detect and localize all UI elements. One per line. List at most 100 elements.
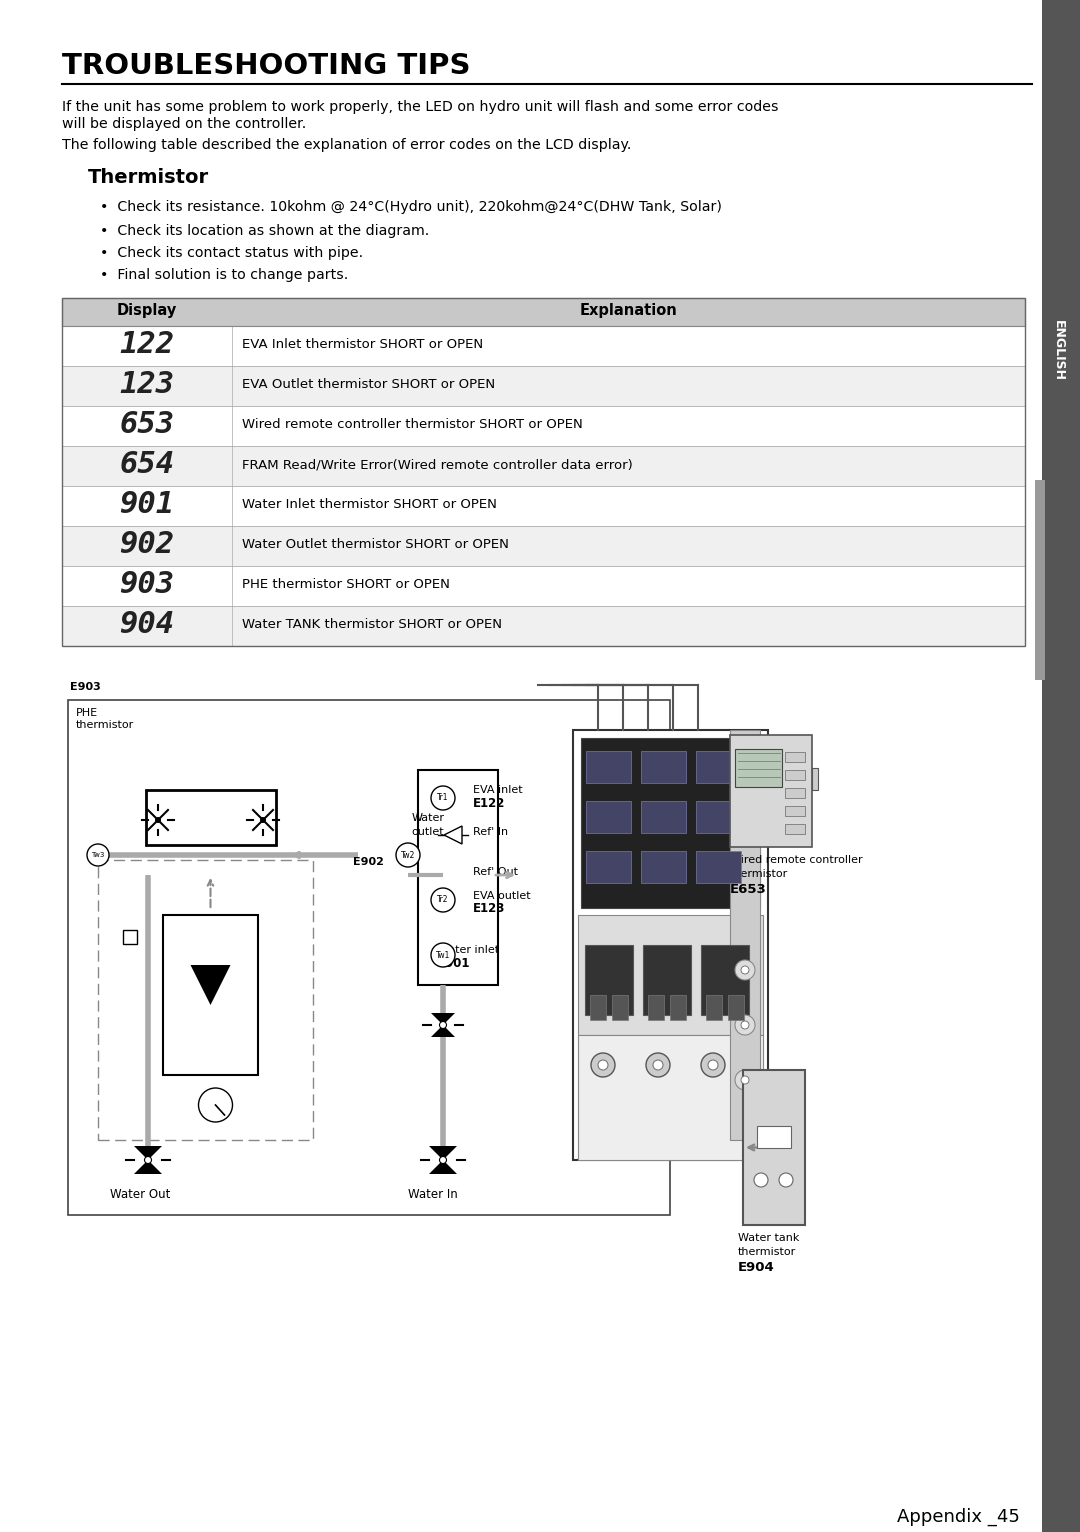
Bar: [696, 801, 741, 833]
Bar: [785, 824, 805, 833]
Circle shape: [741, 967, 750, 974]
Text: Water: Water: [411, 813, 445, 823]
Text: will be displayed on the controller.: will be displayed on the controller.: [62, 116, 307, 132]
Text: Water inlet: Water inlet: [438, 945, 499, 954]
Text: Appendix _45: Appendix _45: [897, 1507, 1020, 1526]
Text: Tw1: Tw1: [436, 950, 450, 959]
Text: thermistor: thermistor: [76, 720, 134, 731]
Polygon shape: [190, 965, 230, 1005]
Bar: [642, 850, 686, 882]
Text: 123: 123: [120, 371, 175, 398]
Bar: [706, 994, 723, 1020]
Circle shape: [199, 1088, 232, 1121]
Bar: [62, 486, 1025, 525]
Circle shape: [598, 1060, 608, 1069]
Bar: [743, 1069, 805, 1226]
Circle shape: [440, 1157, 446, 1163]
Text: •  Final solution is to change parts.: • Final solution is to change parts.: [100, 268, 348, 282]
Bar: [670, 994, 686, 1020]
Circle shape: [145, 1157, 151, 1163]
Text: thermistor: thermistor: [730, 869, 788, 879]
Bar: [586, 751, 631, 783]
Polygon shape: [444, 826, 462, 844]
Text: Wired remote controller: Wired remote controller: [730, 855, 863, 866]
Bar: [62, 525, 1025, 565]
Polygon shape: [134, 1146, 162, 1160]
Text: Water Out: Water Out: [110, 1187, 171, 1201]
Circle shape: [431, 786, 455, 810]
Bar: [62, 406, 1025, 446]
Text: PHE thermistor SHORT or OPEN: PHE thermistor SHORT or OPEN: [242, 578, 450, 591]
Polygon shape: [134, 1160, 162, 1174]
Text: EVA inlet: EVA inlet: [473, 784, 523, 795]
Bar: [68, 700, 670, 1215]
Bar: [573, 731, 768, 1160]
Text: FRAM Read/Write Error(Wired remote controller data error): FRAM Read/Write Error(Wired remote contr…: [242, 458, 633, 470]
Text: Water Outlet thermistor SHORT or OPEN: Water Outlet thermistor SHORT or OPEN: [242, 538, 509, 552]
Circle shape: [646, 1052, 670, 1077]
Bar: [643, 945, 691, 1016]
Text: 653: 653: [120, 411, 175, 440]
Bar: [578, 1036, 762, 1160]
Bar: [585, 945, 633, 1016]
Circle shape: [737, 792, 753, 807]
Circle shape: [741, 1075, 750, 1085]
Circle shape: [87, 844, 109, 866]
Text: Display: Display: [117, 303, 177, 319]
Bar: [730, 731, 760, 1140]
Circle shape: [440, 1022, 446, 1028]
Text: E653: E653: [730, 882, 767, 896]
Text: 122: 122: [120, 329, 175, 358]
Text: E904: E904: [738, 1261, 774, 1275]
Bar: [62, 299, 1025, 647]
Text: 904: 904: [120, 610, 175, 639]
Polygon shape: [429, 1160, 457, 1174]
Text: Water TANK thermistor SHORT or OPEN: Water TANK thermistor SHORT or OPEN: [242, 617, 502, 631]
Bar: [418, 771, 498, 985]
Circle shape: [741, 1020, 750, 1030]
Text: Ref' In: Ref' In: [473, 827, 508, 836]
Text: PHE: PHE: [76, 708, 98, 719]
Bar: [98, 859, 313, 1140]
Bar: [163, 915, 258, 1075]
Circle shape: [431, 889, 455, 912]
Circle shape: [156, 817, 161, 823]
Text: Explanation: Explanation: [580, 303, 677, 319]
Text: Water tank: Water tank: [738, 1233, 799, 1242]
Text: Tw2: Tw2: [401, 850, 415, 859]
Text: •  Check its location as shown at the diagram.: • Check its location as shown at the dia…: [100, 224, 429, 237]
Circle shape: [708, 1060, 718, 1069]
Circle shape: [735, 961, 755, 980]
Circle shape: [735, 1016, 755, 1036]
Bar: [581, 738, 760, 908]
Circle shape: [754, 1174, 768, 1187]
Bar: [578, 915, 762, 1036]
Polygon shape: [431, 1013, 455, 1025]
Bar: [696, 850, 741, 882]
Bar: [648, 994, 664, 1020]
Text: Tw3: Tw3: [92, 852, 105, 858]
Circle shape: [431, 944, 455, 967]
Bar: [785, 787, 805, 798]
Bar: [735, 749, 782, 787]
Bar: [62, 299, 1025, 326]
Text: The following table described the explanation of error codes on the LCD display.: The following table described the explan…: [62, 138, 632, 152]
Bar: [590, 994, 606, 1020]
Bar: [146, 791, 276, 846]
Text: EVA Outlet thermistor SHORT or OPEN: EVA Outlet thermistor SHORT or OPEN: [242, 378, 495, 391]
Text: Thermistor: Thermistor: [87, 169, 210, 187]
Bar: [612, 994, 627, 1020]
Text: TROUBLESHOOTING TIPS: TROUBLESHOOTING TIPS: [62, 52, 471, 80]
Text: outlet: outlet: [411, 827, 444, 836]
Bar: [812, 768, 818, 791]
Text: Ref' Out: Ref' Out: [473, 867, 518, 876]
Bar: [123, 930, 137, 944]
Bar: [785, 771, 805, 780]
Text: 654: 654: [120, 450, 175, 480]
Bar: [696, 751, 741, 783]
Text: E902: E902: [353, 856, 383, 867]
Bar: [728, 994, 744, 1020]
Bar: [757, 1126, 791, 1147]
Circle shape: [701, 1052, 725, 1077]
Bar: [785, 806, 805, 817]
